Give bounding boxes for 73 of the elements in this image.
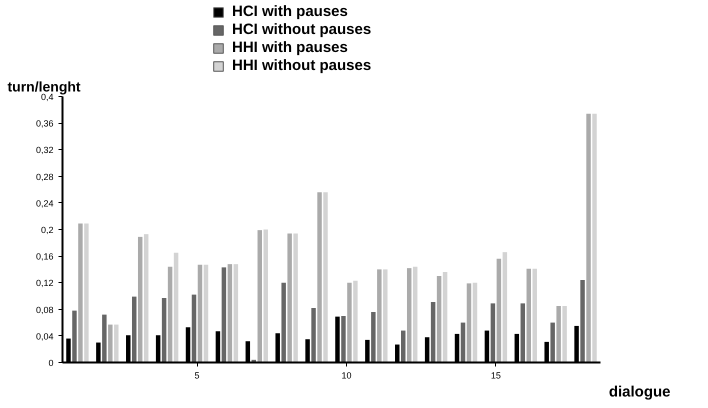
legend-label: HCI with pauses (232, 3, 348, 20)
bar (436, 276, 442, 362)
bar (400, 330, 406, 362)
bar (108, 324, 113, 362)
legend-label: HHI without pauses (232, 57, 372, 74)
bar (347, 282, 352, 362)
bar (228, 264, 232, 362)
bar (162, 298, 166, 362)
bar (234, 264, 238, 362)
y-tick-label: 0,16 (36, 252, 54, 262)
bar (311, 308, 316, 362)
bar (371, 312, 376, 362)
bar (168, 266, 172, 362)
bar (114, 324, 119, 362)
bar (502, 252, 508, 362)
bar (192, 294, 196, 362)
y-tick-label: 0,2 (40, 225, 54, 235)
bar (430, 302, 436, 362)
bar (293, 233, 298, 362)
bar (264, 230, 268, 362)
legend-label: HHI with pauses (232, 39, 348, 56)
y-tick-label: 0 (48, 358, 54, 368)
bar (138, 236, 142, 362)
x-tick-label: 15 (490, 370, 501, 380)
bar (72, 310, 77, 362)
x-tick-label: 5 (194, 370, 200, 380)
bar (532, 268, 537, 362)
bar (556, 306, 561, 362)
bar (198, 264, 202, 362)
bar (341, 316, 346, 362)
bar (281, 282, 286, 362)
bar (520, 303, 526, 362)
y-axis-title: turn/lenght (8, 78, 81, 94)
bar (406, 268, 412, 362)
bar (132, 296, 136, 362)
bar (102, 314, 107, 362)
bar (258, 230, 262, 362)
bar (222, 267, 226, 362)
y-tick-label: 0,4 (40, 92, 54, 102)
x-tick-label: 10 (341, 370, 352, 380)
bar (174, 252, 178, 362)
bar (412, 266, 418, 362)
bar (442, 272, 448, 362)
bar (580, 280, 585, 362)
bar (204, 264, 208, 362)
bar (562, 306, 567, 362)
y-tick-label: 0,12 (36, 278, 54, 288)
bar (377, 269, 382, 362)
legend-label: HCI without pauses (232, 21, 372, 38)
y-tick-label: 0,28 (36, 172, 54, 182)
bar (460, 322, 466, 362)
bar (317, 192, 322, 362)
bar (592, 114, 597, 362)
bar (526, 268, 532, 362)
bar (353, 280, 358, 362)
y-tick-label: 0,08 (36, 304, 54, 315)
bar (287, 233, 292, 362)
bar (144, 234, 148, 362)
bar (496, 258, 502, 362)
bar (383, 269, 388, 362)
bar (323, 192, 328, 362)
bar (466, 283, 472, 362)
bar (586, 114, 591, 362)
y-tick-label: 0,36 (36, 118, 54, 129)
bar (84, 224, 89, 362)
y-tick-label: 0,32 (36, 145, 54, 156)
bar (490, 303, 496, 362)
bar (472, 282, 478, 362)
y-tick-label: 0,04 (36, 331, 54, 342)
bar (550, 322, 555, 362)
bar (78, 224, 83, 362)
y-tick-label: 0,24 (36, 198, 54, 208)
x-axis-title: dialogue (608, 384, 670, 400)
